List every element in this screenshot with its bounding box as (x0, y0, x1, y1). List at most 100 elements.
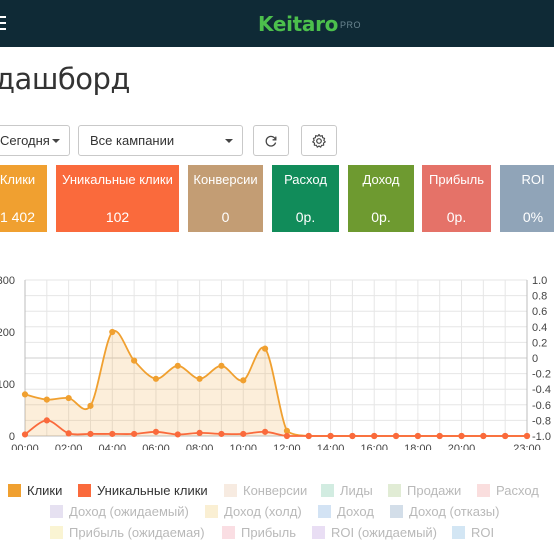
gear-icon (312, 133, 326, 148)
data-point-unique-clicks (327, 432, 334, 440)
y-right-tick-label: -0.4 (532, 384, 551, 396)
data-point-unique-clicks (502, 432, 509, 440)
x-tick-label: 08:00 (186, 443, 214, 450)
data-point-clicks (174, 362, 181, 369)
y-right-tick-label: 0.6 (532, 306, 547, 318)
legend-item-sales[interactable]: Продажи (388, 483, 461, 498)
data-point-unique-clicks (283, 432, 291, 440)
y-left-tick-label: 100 (0, 379, 15, 391)
x-tick-label: 12:00 (273, 443, 301, 450)
legend-swatch (205, 505, 218, 518)
x-tick-label: 02:00 (55, 443, 83, 450)
legend-item-conversions[interactable]: Конверсии (224, 483, 307, 498)
date-range-value: Сегодня (0, 133, 50, 148)
data-point-unique-clicks (305, 432, 312, 440)
data-point-unique-clicks (392, 432, 400, 440)
metric-card-unique-clicks[interactable]: Уникальные клики 102 (56, 165, 179, 232)
data-point-unique-clicks (131, 430, 138, 438)
data-point-unique-clicks (43, 417, 50, 424)
date-range-dropdown[interactable]: Сегодня (0, 125, 70, 156)
y-right-tick-label: 0.8 (532, 291, 547, 303)
legend-item-unique-clicks[interactable]: Уникальные клики (78, 483, 208, 498)
data-point-unique-clicks (109, 430, 116, 438)
legend-item-revenue[interactable]: Доход (318, 504, 374, 519)
metric-card-conversions[interactable]: Конверсии 0 (188, 165, 263, 232)
legend-item-roi-expected[interactable]: ROI (ожидаемый) (312, 525, 437, 540)
data-point-unique-clicks (174, 431, 181, 438)
y-right-tick-label: -1.0 (532, 431, 551, 443)
legend-swatch (452, 526, 465, 539)
legend-swatch (50, 505, 63, 518)
traffic-chart-svg: 0 100 200 300 1.0 0.8 0.6 0.4 0.2 0 -0.2 -0.4 -0.6 -0… (0, 275, 551, 455)
legend-label: Доход (холд) (224, 504, 302, 519)
metric-card-clicks[interactable]: Клики 1 402 (0, 165, 47, 232)
legend-item-clicks[interactable]: Клики (8, 483, 62, 498)
y-left-tick-label: 0 (9, 431, 15, 443)
data-point-unique-clicks (21, 431, 29, 438)
metric-card-profit[interactable]: Прибыль 0р. (422, 165, 491, 232)
legend-label: Лиды (340, 483, 373, 498)
legend-item-profit-expected[interactable]: Прибыль (ожидаемая) (50, 525, 205, 540)
legend-label: ROI (ожидаемый) (331, 525, 438, 540)
x-tick-label: 18:00 (404, 443, 432, 450)
metric-card-roi[interactable]: ROI 0% (500, 165, 554, 232)
metric-card-label: Прибыль (429, 172, 484, 187)
legend-swatch (477, 484, 490, 497)
legend-item-profit[interactable]: Прибыль (222, 525, 296, 540)
data-point-clicks (283, 427, 291, 434)
x-tick-label: 10:00 (229, 443, 257, 450)
y-right-tick-label: -0.6 (532, 400, 551, 412)
x-tick-label: 14:00 (317, 443, 345, 450)
traffic-chart: 0 100 200 300 1.0 0.8 0.6 0.4 0.2 0 -0.2 -0.4 -0.6 -0… (0, 265, 554, 455)
legend-swatch (78, 484, 91, 497)
legend-label: Расход (496, 483, 539, 498)
data-point-clicks (152, 375, 160, 382)
data-point-clicks (109, 328, 116, 336)
legend-item-leads[interactable]: Лиды (321, 483, 373, 498)
data-point-clicks (65, 394, 72, 402)
legend-swatch (312, 526, 325, 539)
x-tick-label: 04:00 (99, 443, 127, 450)
data-point-unique-clicks (480, 432, 487, 440)
legend-label: Доход (337, 504, 374, 519)
data-point-unique-clicks (349, 432, 356, 440)
campaign-dropdown[interactable]: Все кампании (78, 125, 243, 156)
data-point-clicks (218, 362, 225, 369)
legend-item-revenue-hold[interactable]: Доход (холд) (205, 504, 302, 519)
brand-logo[interactable]: Keitaro (258, 12, 339, 36)
metric-card-value: 0р. (295, 209, 316, 225)
metric-card-revenue[interactable]: Доход 0р. (348, 165, 414, 232)
metric-card-label: Уникальные клики (62, 172, 173, 187)
refresh-icon (265, 135, 277, 147)
settings-button[interactable] (301, 125, 337, 156)
legend-item-roi[interactable]: ROI (452, 525, 494, 540)
metric-card-value: 0 (221, 209, 230, 225)
metric-card-label: Доход (362, 172, 400, 187)
caret-down-icon (225, 139, 233, 143)
x-tick-label: 20:00 (448, 443, 476, 450)
data-point-unique-clicks (240, 430, 247, 438)
legend-label: Доход (ожидаемый) (69, 504, 189, 519)
refresh-button[interactable] (253, 125, 289, 156)
legend-swatch (390, 505, 403, 518)
legend-item-revenue-rejected[interactable]: Доход (отказы) (390, 504, 499, 519)
legend-swatch (8, 484, 21, 497)
legend-item-cost[interactable]: Расход (477, 483, 539, 498)
y-right-tick-label: -0.8 (532, 415, 551, 427)
legend-label: Продажи (407, 483, 462, 498)
data-point-unique-clicks (152, 428, 160, 435)
data-point-clicks (21, 391, 29, 398)
legend-swatch (321, 484, 334, 497)
top-navbar: Keitaro PRO (0, 0, 554, 47)
y-right-tick-label: -0.2 (532, 369, 551, 381)
legend-label: Прибыль (241, 525, 296, 540)
x-tick-label: 23:00 (513, 443, 541, 450)
caret-down-icon (52, 139, 60, 143)
legend-swatch (50, 526, 63, 539)
data-point-unique-clicks (196, 429, 203, 436)
hamburger-menu-icon[interactable] (0, 16, 6, 30)
y-right-tick-label: 0.4 (532, 322, 547, 334)
metric-card-cost[interactable]: Расход 0р. (272, 165, 339, 232)
y-right-tick-label: 0 (532, 353, 538, 365)
legend-item-revenue-expected[interactable]: Доход (ожидаемый) (50, 504, 189, 519)
